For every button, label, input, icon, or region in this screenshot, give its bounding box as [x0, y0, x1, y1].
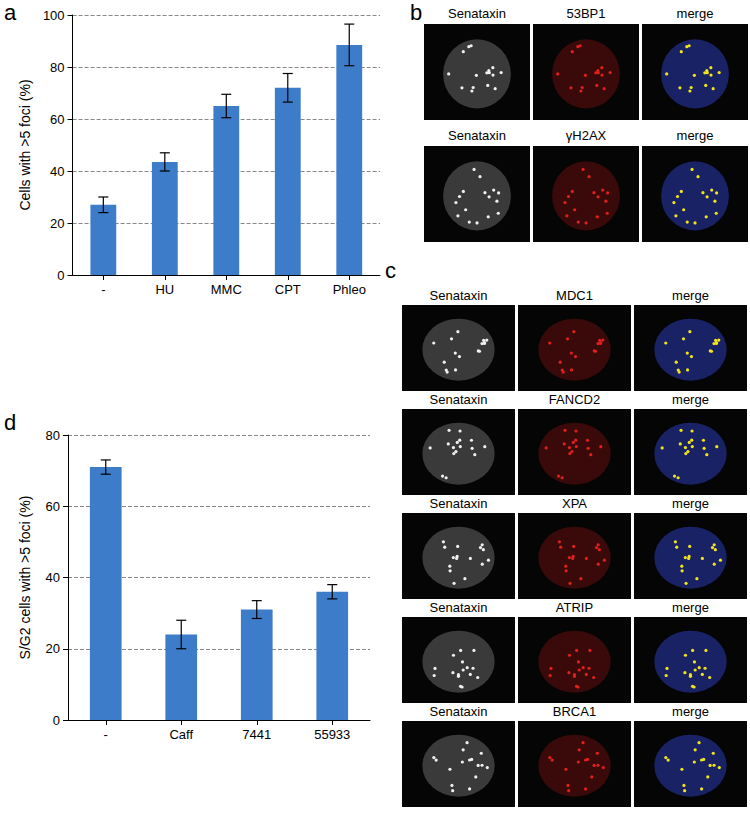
svg-text:Phleo: Phleo: [333, 282, 366, 297]
html-text:XPA: XPA: [562, 496, 587, 511]
svg-text:20: 20: [46, 641, 60, 656]
html-text:Senataxin: Senataxin: [429, 392, 488, 407]
svg-text:7441: 7441: [242, 727, 271, 742]
html-text:merge: merge: [672, 704, 709, 719]
svg-text:80: 80: [46, 428, 60, 443]
svg-text:S/G2 cells with >5 foci (%): S/G2 cells with >5 foci (%): [17, 496, 33, 660]
html-text:c: c: [385, 258, 396, 283]
html-text:d: d: [4, 410, 17, 435]
svg-text:MMC: MMC: [211, 282, 242, 297]
html-text:FANCD2: FANCD2: [548, 392, 601, 407]
html-text:ATRIP: ATRIP: [555, 600, 594, 615]
html-text:Senataxin: Senataxin: [429, 288, 488, 303]
html-text:Senataxin: Senataxin: [448, 6, 506, 21]
html-text:merge: merge: [672, 496, 709, 511]
svg-text:60: 60: [46, 499, 60, 514]
html-text:a: a: [4, 0, 17, 25]
html-text:MDC1: MDC1: [556, 288, 593, 303]
html-text:merge: merge: [672, 600, 709, 615]
html-text:b: b: [410, 0, 423, 25]
html-text:merge: merge: [672, 392, 709, 407]
html-text:BRCA1: BRCA1: [552, 704, 597, 719]
svg-text:60: 60: [50, 112, 64, 127]
svg-text:Caff: Caff: [169, 727, 193, 742]
svg-text:55933: 55933: [314, 727, 350, 742]
svg-text:0: 0: [53, 713, 60, 728]
html-text:merge: merge: [676, 128, 714, 143]
html-text:Senataxin: Senataxin: [429, 600, 488, 615]
svg-text:80: 80: [50, 60, 64, 75]
svg-text:40: 40: [50, 164, 64, 179]
svg-text:20: 20: [50, 216, 64, 231]
html-text:merge: merge: [676, 6, 714, 21]
html-text:Senataxin: Senataxin: [429, 496, 488, 511]
svg-text:0: 0: [57, 268, 64, 283]
html-text:γH2AX: γH2AX: [565, 128, 607, 143]
svg-text:Cells with >5 foci (%): Cells with >5 foci (%): [17, 79, 33, 210]
svg-text:100: 100: [43, 8, 65, 23]
svg-text:-: -: [104, 727, 108, 742]
html-text:Senataxin: Senataxin: [448, 128, 506, 143]
svg-text:40: 40: [46, 570, 60, 585]
svg-text:CPT: CPT: [275, 282, 301, 297]
html-text:53BP1: 53BP1: [566, 6, 606, 21]
svg-text:HU: HU: [155, 282, 174, 297]
svg-text:-: -: [101, 282, 105, 297]
html-text:Senataxin: Senataxin: [429, 704, 488, 719]
html-text:merge: merge: [672, 288, 709, 303]
